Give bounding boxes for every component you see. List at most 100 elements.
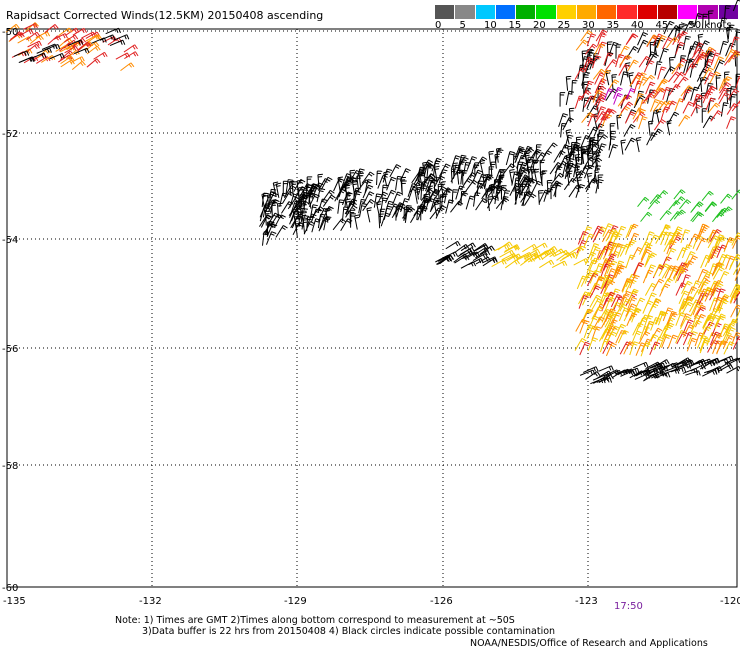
wind-barb [667,25,681,38]
wind-barb [579,341,591,356]
wind-barb [659,210,672,221]
wind-barb [354,214,360,230]
wind-barb [669,211,682,222]
wind-barb [692,212,705,223]
wind-barb [658,263,671,277]
wind-barb [383,171,389,187]
wind-barb [673,71,686,84]
wind-barb [645,292,657,306]
wind-barb [590,147,603,160]
wind-barb [720,254,732,268]
wind-barb [587,337,598,351]
wind-barb [619,243,632,257]
wind-barb [608,144,619,159]
wind-barb [474,156,488,170]
wind-barb [41,43,58,50]
wind-barb [577,230,589,245]
wind-barb [627,290,638,304]
wind-barb [583,95,596,108]
wind-barb [631,72,644,85]
wind-barb [704,367,720,374]
wind-barb [663,20,675,35]
wind-barb [540,150,552,164]
wind-barb [434,165,440,181]
wind-barb [309,204,318,219]
wind-barb [555,182,561,198]
wind-barb [671,62,684,75]
wind-barb [611,74,617,89]
wind-barb [653,118,667,131]
wind-barb [718,299,729,314]
latitude-label: -50 [2,27,18,38]
wind-barb [587,126,599,140]
wind-barb [516,161,524,176]
wind-barb [546,179,553,195]
wind-barb [642,74,656,86]
wind-barb [514,145,525,160]
wind-barb [518,167,527,182]
wind-barb [715,236,727,250]
wind-barb [87,34,102,43]
wind-barb [585,43,598,55]
wind-barb [652,87,665,99]
wind-barb [663,238,676,252]
wind-barb [667,111,680,125]
wind-barb [718,92,730,105]
wind-barb [625,87,636,100]
wind-barb [524,253,540,263]
wind-barb [729,283,740,297]
wind-barb [720,193,733,204]
wind-barb [680,274,691,289]
wind-barb [678,290,690,305]
wind-barb [690,104,702,117]
wind-barb [729,289,740,303]
wind-barb [60,59,75,68]
wind-barb [704,72,715,85]
wind-barb [409,180,424,193]
wind-barb [644,282,657,296]
wind-barb [525,248,541,257]
wind-barb [625,33,638,46]
wind-barb [725,26,732,43]
wind-barb [695,51,708,64]
wind-barb [657,66,667,80]
legend-swatch [455,5,476,19]
wind-barb [53,33,68,40]
wind-barb [266,221,273,236]
wind-barb [99,34,116,41]
wind-barb [625,254,636,269]
wind-barb [352,191,360,206]
wind-barb [490,161,497,177]
wind-barb [124,51,139,60]
wind-barb [718,364,734,372]
wind-barb [726,365,740,374]
wind-barb [373,193,382,208]
wind-barb [460,242,476,252]
wind-barb [549,248,565,258]
wind-barb [676,58,688,71]
wind-barb [662,307,673,322]
wind-barb [385,189,397,204]
wind-barb [268,188,277,204]
legend-label: 45 [655,20,669,31]
wind-barb [705,97,716,111]
wind-barb [624,137,637,151]
wind-barb [565,90,574,106]
wind-barb [282,180,289,196]
note-line-1: Note: 1) Times are GMT 2)Times along bot… [115,615,515,626]
wind-barb [668,71,681,83]
wind-barb [594,134,609,146]
wind-barb [721,76,732,89]
wind-barb [665,100,677,113]
wind-barb [459,247,475,256]
wind-barb [488,150,494,166]
wind-barb [730,304,740,318]
wind-barb [656,35,667,48]
chart-title: Rapidsact Corrected Winds(12.5KM) 201504… [6,9,324,22]
wind-barb [679,199,692,210]
wind-barb [583,324,594,339]
wind-barb [320,176,333,190]
legend-label: 40 [631,20,644,31]
wind-barb [411,170,425,184]
